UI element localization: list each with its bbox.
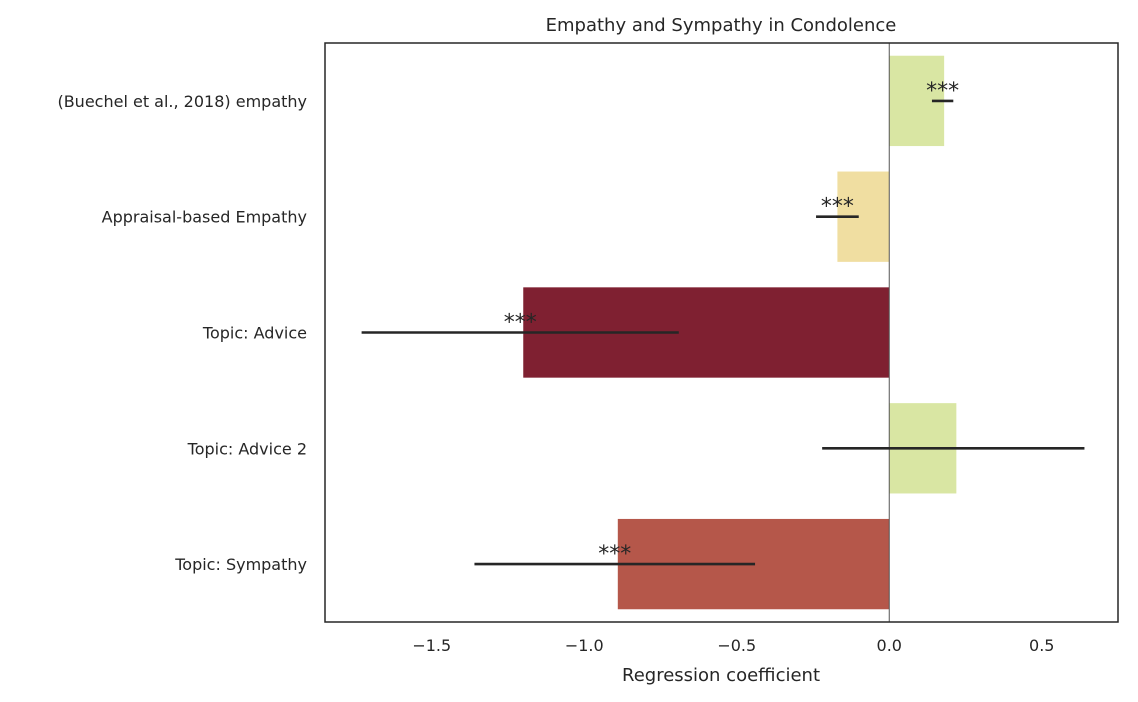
x-tick-0: −1.5 [412, 636, 451, 655]
x-tick-1: −1.0 [565, 636, 604, 655]
y-tick-topic-advice: Topic: Advice [202, 324, 307, 343]
y-tick-appraisal-based-empathy: Appraisal-based Empathy [102, 208, 307, 227]
error-bars [361, 99, 1085, 566]
x-tick-2: −0.5 [717, 636, 756, 655]
y-tick-buechel-et-al-2018-empathy: (Buechel et al., 2018) empathy [57, 92, 307, 111]
significance-appraisal-based-empathy: *** [821, 195, 854, 220]
significance-annotations: *** *** *** *** [504, 79, 959, 567]
significance-topic-advice: *** [504, 311, 537, 336]
chart-title: Empathy and Sympathy in Condolence [546, 15, 897, 36]
y-tick-topic-advice-2: Topic: Advice 2 [187, 439, 307, 458]
y-tick-topic-sympathy: Topic: Sympathy [174, 555, 307, 574]
y-tick-labels: (Buechel et al., 2018) empathy Appraisal-… [57, 92, 307, 574]
x-tick-3: 0.0 [877, 636, 902, 655]
significance-topic-sympathy: *** [598, 542, 631, 567]
significance-buechel-et-al-2018-empathy: *** [926, 79, 959, 104]
x-tick-labels: −1.5 −1.0 −0.5 0.0 0.5 [412, 636, 1054, 655]
plot-frame [324, 42, 1119, 623]
x-axis-label: Regression coefficient [622, 665, 820, 686]
x-tick-4: 0.5 [1029, 636, 1054, 655]
